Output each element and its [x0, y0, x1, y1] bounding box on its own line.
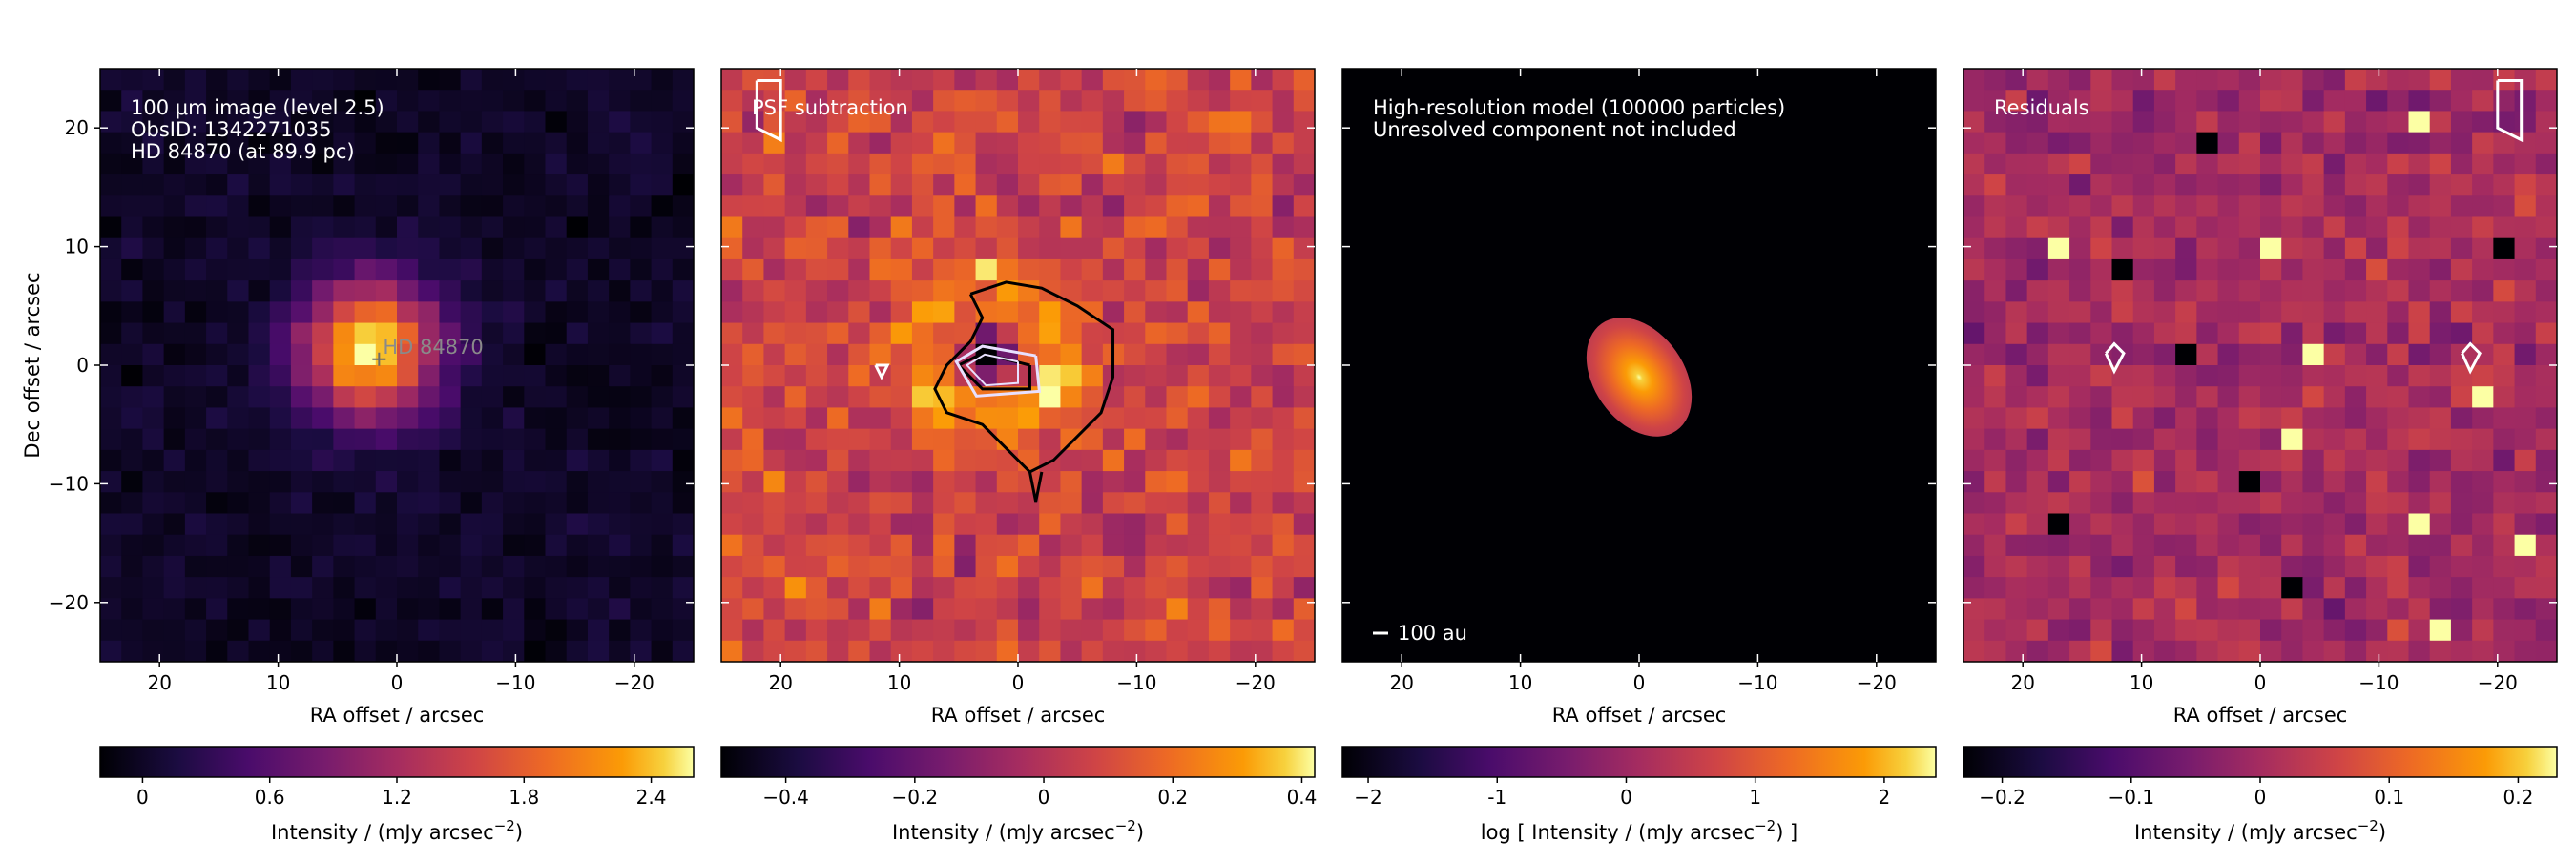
- colorbar-label: Intensity / (mJy arcsec−2): [892, 817, 1144, 844]
- panel-1: HD 84870 100 μm image (level 2.5)ObsID: 1…: [21, 68, 695, 844]
- contour: [874, 363, 890, 380]
- colorbar-2: −0.4 −0.2 0 0.2 0.4 Intensity / (mJy arcsec−2…: [720, 746, 1318, 844]
- x-tick-label: −20: [1236, 671, 1276, 694]
- contour: [1028, 471, 1044, 503]
- x-tick-label: −20: [614, 671, 654, 694]
- colorbar-tick-label: −2: [1354, 786, 1381, 809]
- annotation-line: HD 84870 (at 89.9 pc): [131, 140, 355, 163]
- colorbar-tick-label: 1.8: [509, 786, 539, 809]
- source-label: HD 84870: [383, 336, 483, 359]
- colorbar-4: −0.2 −0.1 0 0.1 0.2 Intensity / (mJy arcsec−2…: [1963, 746, 2558, 844]
- y-tick-label: 0: [76, 354, 89, 377]
- colorbar-tick-label: 1.2: [382, 786, 412, 809]
- panel-2: PSF subtraction 20 10 0 −10 −20 RA offset / ar…: [720, 68, 1318, 844]
- colorbar-label: Intensity / (mJy arcsec−2): [271, 817, 523, 844]
- contour: [965, 353, 1019, 387]
- colorbar-tick-label: −0.2: [892, 786, 939, 809]
- panel-4: Residuals 20 10 0 −10 −20 RA offset / arcsec −0…: [1963, 68, 2558, 844]
- x-tick-label: 20: [2010, 671, 2034, 694]
- x-tick-label: 0: [391, 671, 404, 694]
- x-tick-label: 10: [1508, 671, 1532, 694]
- y-axis-label: Dec offset / arcsec: [21, 272, 44, 458]
- contour: [2461, 341, 2482, 375]
- x-tick-label: −20: [2478, 671, 2518, 694]
- x-tick-label: −10: [2358, 671, 2399, 694]
- colorbar-tick-label: 0: [136, 786, 149, 809]
- image-2: [721, 69, 1315, 662]
- contour: [2104, 341, 2126, 375]
- colorbar-tick-label: 0: [1038, 786, 1050, 809]
- annotation-line: Unresolved component not included: [1373, 118, 1736, 141]
- colorbar-tick-label: 0: [2254, 786, 2267, 809]
- x-tick-label: 10: [887, 671, 911, 694]
- contour: [755, 78, 782, 143]
- x-tick-label: −10: [1116, 671, 1156, 694]
- scalebar-label: 100 au: [1398, 622, 1467, 645]
- x-tick-label: 0: [1633, 671, 1646, 694]
- x-tick-label: −20: [1857, 671, 1897, 694]
- colorbar-label: Intensity / (mJy arcsec−2): [2134, 817, 2386, 844]
- colorbar-tick-label: −0.1: [2108, 786, 2154, 809]
- x-tick-label: 10: [2129, 671, 2153, 694]
- y-tick-label: −20: [49, 591, 89, 614]
- annotation-line: PSF subtraction: [752, 96, 908, 119]
- x-tick-label: 0: [1012, 671, 1025, 694]
- source-marker: [372, 352, 386, 366]
- x-axis-label: RA offset / arcsec: [931, 704, 1106, 727]
- image-3: [1342, 69, 1936, 662]
- colorbar-ramp: [1963, 746, 2558, 778]
- colorbar-tick-label: 0.4: [1287, 786, 1318, 809]
- disc-model: [1586, 318, 1693, 437]
- colorbar-tick-label: 0.6: [255, 786, 285, 809]
- x-axis-label: RA offset / arcsec: [310, 704, 485, 727]
- y-tick-label: 10: [65, 236, 89, 258]
- annotation-line: Residuals: [1994, 96, 2089, 119]
- colorbar-tick-label: −0.2: [1979, 786, 2025, 809]
- annotation-line: ObsID: 1342271035: [131, 118, 332, 141]
- x-tick-label: −10: [1737, 671, 1777, 694]
- colorbar-1: 0 0.6 1.2 1.8 2.4 Intensity / (mJy arcsec−2): [99, 746, 695, 844]
- colorbar-ramp: [720, 746, 1316, 778]
- image-1: [100, 69, 694, 662]
- contour: [2496, 78, 2524, 143]
- x-axis-label: RA offset / arcsec: [2173, 704, 2348, 727]
- colorbar-tick-label: 1: [1749, 786, 1761, 809]
- colorbar-tick-label: 2: [1879, 786, 1891, 809]
- x-tick-label: 20: [147, 671, 171, 694]
- y-tick-label: 20: [65, 116, 89, 139]
- contour: [933, 280, 1115, 474]
- annotation-line: High-resolution model (100000 particles): [1373, 96, 1785, 119]
- x-axis-label: RA offset / arcsec: [1552, 704, 1727, 727]
- colorbar-label: log [ Intensity / (mJy arcsec−2) ]: [1481, 817, 1798, 844]
- contour: [954, 344, 1042, 398]
- colorbar-tick-label: 0: [1620, 786, 1632, 809]
- x-tick-label: 0: [2254, 671, 2267, 694]
- annotation-line: 100 μm image (level 2.5): [131, 96, 384, 119]
- colorbar-tick-label: −0.4: [762, 786, 809, 809]
- colorbar-tick-label: 2.4: [636, 786, 667, 809]
- x-tick-label: 10: [266, 671, 290, 694]
- colorbar-tick-label: 0.1: [2374, 786, 2404, 809]
- colorbar-ramp: [1341, 746, 1937, 778]
- colorbar-ramp: [99, 746, 695, 778]
- y-tick-label: −10: [49, 472, 89, 495]
- colorbar-tick-label: -1: [1487, 786, 1506, 809]
- colorbar-3: −2 -1 0 1 2 log [ Intensity / (mJy arcsec−2) …: [1341, 746, 1937, 844]
- panel-3: 100 au High-resolution model (100000 part…: [1341, 68, 1937, 844]
- image-4: [1963, 69, 2557, 662]
- colorbar-tick-label: 0.2: [1157, 786, 1188, 809]
- x-tick-label: 20: [1389, 671, 1413, 694]
- colorbar-tick-label: 0.2: [2503, 786, 2534, 809]
- x-tick-label: 20: [768, 671, 792, 694]
- x-tick-label: −10: [495, 671, 535, 694]
